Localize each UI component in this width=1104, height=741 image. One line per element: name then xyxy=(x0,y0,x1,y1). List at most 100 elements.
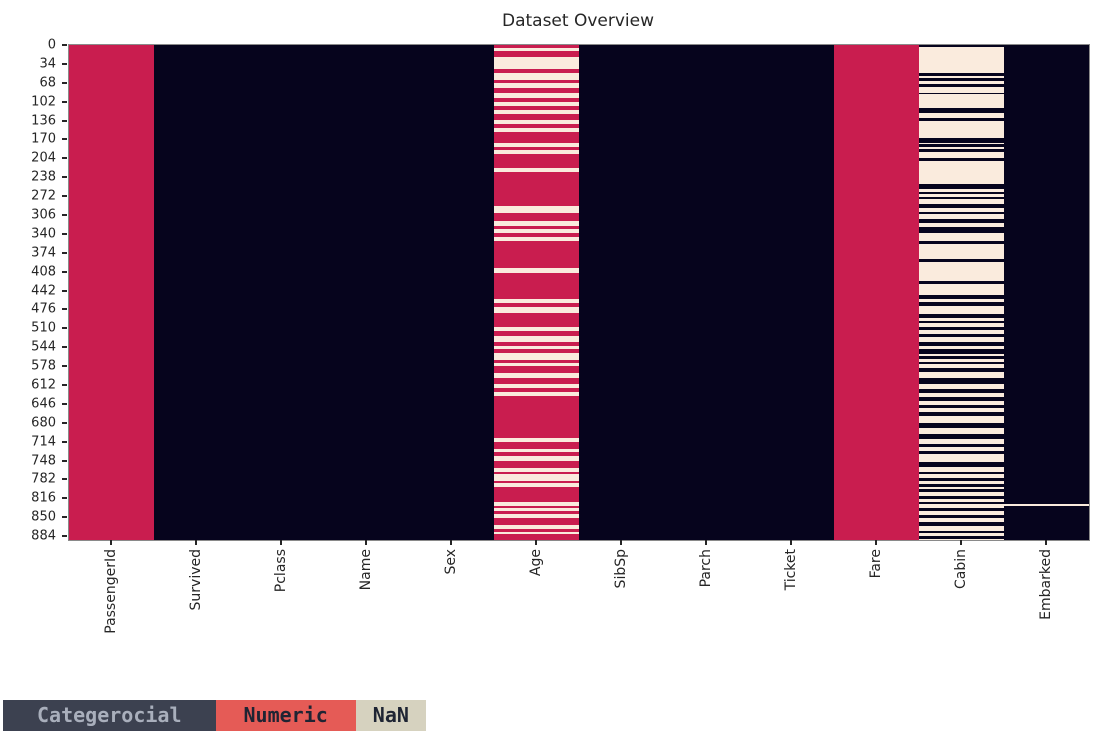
y-tick-mark xyxy=(62,119,67,122)
heatmap-band-categerocial xyxy=(919,342,1004,346)
heatmap-band-nan xyxy=(494,502,579,507)
x-axis-label-ticket: Ticket xyxy=(782,549,799,591)
y-tick-label: 646 xyxy=(31,396,56,412)
heatmap-column-sex xyxy=(409,45,494,540)
heatmap-band-nan xyxy=(494,221,579,226)
y-tick-label: 850 xyxy=(31,509,56,525)
y-tick-label: 170 xyxy=(31,131,56,147)
y-tick-label: 748 xyxy=(31,453,56,469)
heatmap-band-categerocial xyxy=(919,191,1004,195)
legend-chip-categerocial: Categerocial xyxy=(3,700,216,731)
x-axis-label-passengerid: PassengerId xyxy=(102,549,119,634)
x-axis-label-embarked: Embarked xyxy=(1037,549,1054,620)
heatmap-band-nan xyxy=(494,363,579,367)
x-tick-mark xyxy=(534,540,537,545)
y-tick-label: 884 xyxy=(31,528,56,544)
heatmap-band-categerocial xyxy=(919,117,1004,121)
heatmap-band-categerocial xyxy=(919,227,1004,233)
heatmap-band-categerocial xyxy=(919,241,1004,245)
x-tick-mark xyxy=(279,540,282,545)
heatmap-band-categerocial xyxy=(919,483,1004,487)
heatmap-band-categerocial xyxy=(919,389,1004,394)
heatmap-band-nan xyxy=(494,513,579,518)
y-tick-label: 714 xyxy=(31,434,56,450)
y-tick-mark xyxy=(62,384,67,386)
x-tick-mark xyxy=(959,540,962,545)
y-tick-label: 374 xyxy=(31,245,56,261)
heatmap-band-nan xyxy=(494,352,579,360)
x-axis-label-fare: Fare xyxy=(867,549,884,579)
y-tick-mark xyxy=(62,157,67,160)
heatmap-band-categerocial xyxy=(919,489,1004,493)
x-label-wrap: PassengerId xyxy=(68,549,153,684)
x-tick-mark xyxy=(449,540,452,545)
heatmap-band-categerocial xyxy=(919,443,1004,447)
heatmap-column-cabin xyxy=(919,45,1004,540)
heatmap-band-nan xyxy=(494,128,579,133)
heatmap-band-nan xyxy=(494,306,579,313)
y-axis: 0 34 68 102 136 170 204 238 272 306 340 374 408 442 47… xyxy=(0,38,68,544)
x-axis-label-parch: Parch xyxy=(697,549,714,588)
y-tick-mark xyxy=(62,195,67,198)
y-tick-mark xyxy=(62,44,67,46)
heatmap-band-nan xyxy=(494,110,579,114)
y-tick-mark xyxy=(62,478,67,481)
heatmap-band-nan xyxy=(494,345,579,350)
heatmap-band-categerocial xyxy=(919,471,1004,475)
heatmap-band-categerocial xyxy=(919,157,1004,162)
y-tick-mark xyxy=(62,81,67,84)
x-tick-mark xyxy=(1044,540,1047,545)
heatmap-band-categerocial xyxy=(919,530,1004,534)
heatmap-band-nan xyxy=(494,456,579,461)
y-tick-label: 442 xyxy=(31,283,56,299)
x-label-wrap: Survived xyxy=(153,549,238,684)
y-tick-label: 510 xyxy=(31,320,56,336)
heatmap-band-categerocial xyxy=(919,204,1004,208)
heatmap-column-name xyxy=(324,45,409,540)
y-tick-mark xyxy=(62,176,67,179)
heatmap-band-nan xyxy=(494,532,579,534)
y-tick-mark xyxy=(62,138,67,141)
heatmap-band-categerocial xyxy=(919,280,1004,285)
heatmap-column-sibsp xyxy=(579,45,664,540)
heatmap-band-nan xyxy=(494,237,579,242)
heatmap-band-categerocial xyxy=(919,356,1004,359)
y-tick-mark xyxy=(62,459,67,462)
heatmap-band-categerocial xyxy=(919,45,1004,47)
heatmap-band-nan xyxy=(494,150,579,155)
heatmap-band-nan xyxy=(494,473,579,481)
y-tick-mark xyxy=(62,327,67,330)
heatmap-band-nan xyxy=(494,168,579,173)
heatmap-band-categerocial xyxy=(919,327,1004,330)
y-tick-mark xyxy=(62,535,67,538)
heatmap-band-nan xyxy=(494,384,579,388)
y-tick-label: 102 xyxy=(31,94,56,110)
x-label-wrap: Embarked xyxy=(1003,549,1088,684)
y-tick-mark xyxy=(62,289,67,292)
heatmap-band-nan xyxy=(494,392,579,397)
heatmap-column-pclass xyxy=(239,45,324,540)
heatmap-band-categerocial xyxy=(919,149,1004,153)
heatmap-band-categerocial xyxy=(919,411,1004,417)
heatmap-band-categerocial xyxy=(919,536,1004,539)
heatmap-column-embarked xyxy=(1004,45,1089,540)
chart-title: Dataset Overview xyxy=(501,11,654,31)
heatmap-band-categerocial xyxy=(919,184,1004,190)
heatmap-column-fare xyxy=(834,45,919,540)
x-label-wrap: Sex xyxy=(408,549,493,684)
heatmap-band-categerocial xyxy=(919,367,1004,373)
heatmap-band-categerocial xyxy=(919,478,1004,482)
legend-chip-numeric: Numeric xyxy=(215,700,356,731)
heatmap-band-nan xyxy=(494,206,579,214)
x-label-wrap: Pclass xyxy=(238,549,323,684)
x-axis-label-cabin: Cabin xyxy=(952,549,969,590)
y-tick-label: 578 xyxy=(31,358,56,374)
heatmap-band-categerocial xyxy=(919,361,1004,365)
x-axis-label-survived: Survived xyxy=(187,549,204,611)
x-label-wrap: Parch xyxy=(663,549,748,684)
y-tick-mark xyxy=(62,308,67,311)
x-axis-label-pclass: Pclass xyxy=(272,549,289,593)
y-tick-label: 272 xyxy=(31,188,56,204)
x-axis-label-sibsp: SibSp xyxy=(612,549,629,589)
heatmap-plot-area xyxy=(68,44,1090,541)
